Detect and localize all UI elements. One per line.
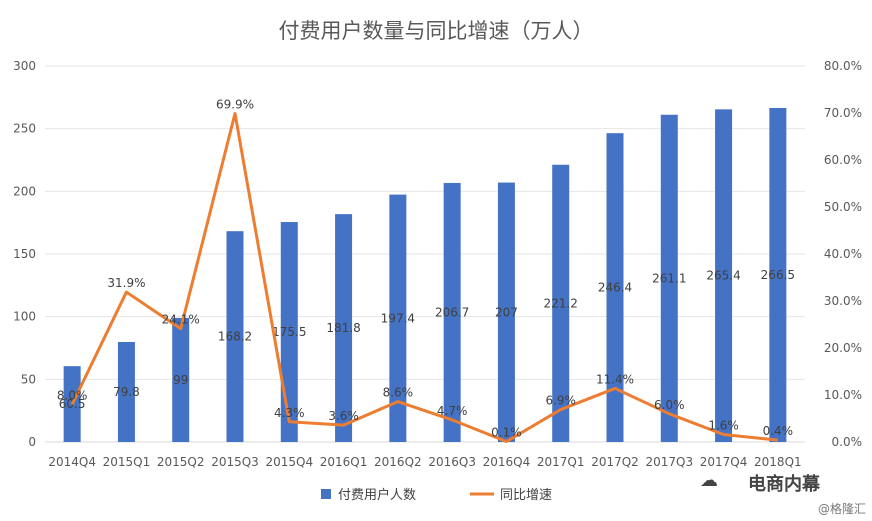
x-tick-label: 2017Q1 bbox=[537, 455, 585, 469]
bar bbox=[715, 109, 733, 443]
line-data-label: 3.6% bbox=[328, 409, 359, 423]
gridlines bbox=[45, 65, 805, 443]
chart-title: 付费用户数量与同比增速（万人） bbox=[279, 19, 594, 43]
bar-data-label: 246.4 bbox=[598, 281, 632, 295]
left-tick-label: 250 bbox=[13, 122, 36, 136]
right-tick-label: 40.0% bbox=[824, 247, 862, 261]
bar-data-label: 175.5 bbox=[272, 325, 306, 339]
legend-line-label: 同比增速 bbox=[500, 488, 552, 503]
right-tick-label: 10.0% bbox=[824, 388, 862, 402]
x-tick-label: 2015Q1 bbox=[103, 455, 151, 469]
x-tick-label: 2016Q3 bbox=[428, 455, 476, 469]
bar bbox=[226, 231, 244, 442]
left-tick-label: 0 bbox=[28, 435, 36, 449]
bar-data-label: 79.8 bbox=[113, 385, 140, 399]
x-tick-label: 2015Q4 bbox=[265, 455, 313, 469]
line-data-label: 8.6% bbox=[383, 386, 414, 400]
bar bbox=[389, 194, 407, 442]
legend: 付费用户人数 同比增速 bbox=[321, 487, 552, 503]
left-axis: 0 50 100 150 200 250 300 bbox=[13, 59, 36, 449]
x-tick-label: 2016Q1 bbox=[320, 455, 368, 469]
watermark-sub: @格隆汇 bbox=[817, 502, 866, 516]
bar bbox=[552, 164, 570, 442]
bar bbox=[172, 317, 190, 442]
bar-data-label: 221.2 bbox=[544, 296, 578, 310]
bar bbox=[443, 182, 461, 442]
legend-bar-swatch bbox=[321, 489, 331, 499]
line-data-label: 69.9% bbox=[216, 97, 254, 111]
x-tick-label: 2015Q3 bbox=[211, 455, 259, 469]
line-data-label: 31.9% bbox=[107, 276, 145, 290]
watermark-main: 电商内幕 bbox=[748, 474, 820, 495]
bar-data-label: 206.7 bbox=[435, 305, 469, 319]
left-tick-label: 100 bbox=[13, 310, 36, 324]
bar-data-label: 266.5 bbox=[761, 268, 795, 282]
line-data-labels: 8.0% 31.9% 24.1% 69.9% 4.3% 3.6% 8.6% 4.7% 0.1% 6… bbox=[57, 97, 793, 439]
line-data-label: 0.1% bbox=[491, 426, 522, 440]
x-tick-label: 2016Q2 bbox=[374, 455, 422, 469]
x-tick-label: 2016Q4 bbox=[483, 455, 531, 469]
x-tick-label: 2014Q4 bbox=[48, 455, 96, 469]
right-tick-label: 30.0% bbox=[824, 294, 862, 308]
left-tick-label: 300 bbox=[13, 59, 36, 73]
line-data-label: 24.1% bbox=[162, 313, 200, 327]
left-tick-label: 150 bbox=[13, 247, 36, 261]
bar bbox=[606, 133, 624, 443]
x-tick-label: 2017Q3 bbox=[645, 455, 693, 469]
wechat-icon: ☁ bbox=[700, 470, 718, 491]
right-axis: 0.0% 10.0% 20.0% 30.0% 40.0% 50.0% 60.0% 70.0% 8… bbox=[824, 59, 862, 449]
bar bbox=[660, 114, 678, 442]
right-tick-label: 60.0% bbox=[824, 153, 862, 167]
bar-data-label: 261.1 bbox=[652, 271, 686, 285]
bar-data-label: 207 bbox=[495, 305, 518, 319]
x-tick-label: 2015Q2 bbox=[157, 455, 205, 469]
bar bbox=[769, 107, 787, 442]
bar bbox=[117, 341, 135, 442]
bar-data-label: 99 bbox=[173, 373, 188, 387]
x-tick-label: 2018Q1 bbox=[754, 455, 802, 469]
line-data-label: 0.4% bbox=[763, 424, 794, 438]
line-data-label: 4.7% bbox=[437, 404, 468, 418]
bar-series bbox=[63, 107, 787, 443]
line-data-label: 4.3% bbox=[274, 406, 305, 420]
line-data-label: 1.6% bbox=[708, 418, 739, 432]
bar-data-label: 197.4 bbox=[381, 311, 415, 325]
right-tick-label: 50.0% bbox=[824, 200, 862, 214]
right-tick-label: 20.0% bbox=[824, 341, 862, 355]
line-data-label: 11.4% bbox=[596, 372, 634, 386]
left-tick-label: 50 bbox=[21, 372, 36, 386]
right-tick-label: 0.0% bbox=[832, 435, 863, 449]
bar bbox=[280, 222, 298, 442]
bar bbox=[335, 214, 353, 442]
line-data-label: 6.0% bbox=[654, 398, 685, 412]
x-tick-label: 2017Q2 bbox=[591, 455, 639, 469]
line-data-label: 6.9% bbox=[545, 394, 576, 408]
right-tick-label: 70.0% bbox=[824, 106, 862, 120]
legend-bar-label: 付费用户人数 bbox=[338, 487, 416, 503]
growth-line bbox=[70, 111, 779, 444]
line-data-label: 8.0% bbox=[57, 388, 88, 402]
bar-data-label: 168.2 bbox=[218, 330, 252, 344]
x-axis: 2014Q4 2015Q1 2015Q2 2015Q3 2015Q4 2016Q1 2016… bbox=[48, 455, 801, 469]
bar-data-label: 265.4 bbox=[706, 269, 740, 283]
x-tick-label: 2017Q4 bbox=[700, 455, 748, 469]
left-tick-label: 200 bbox=[13, 184, 36, 198]
bar bbox=[497, 182, 515, 442]
bar-data-label: 181.8 bbox=[326, 321, 360, 335]
right-tick-label: 80.0% bbox=[824, 59, 862, 73]
